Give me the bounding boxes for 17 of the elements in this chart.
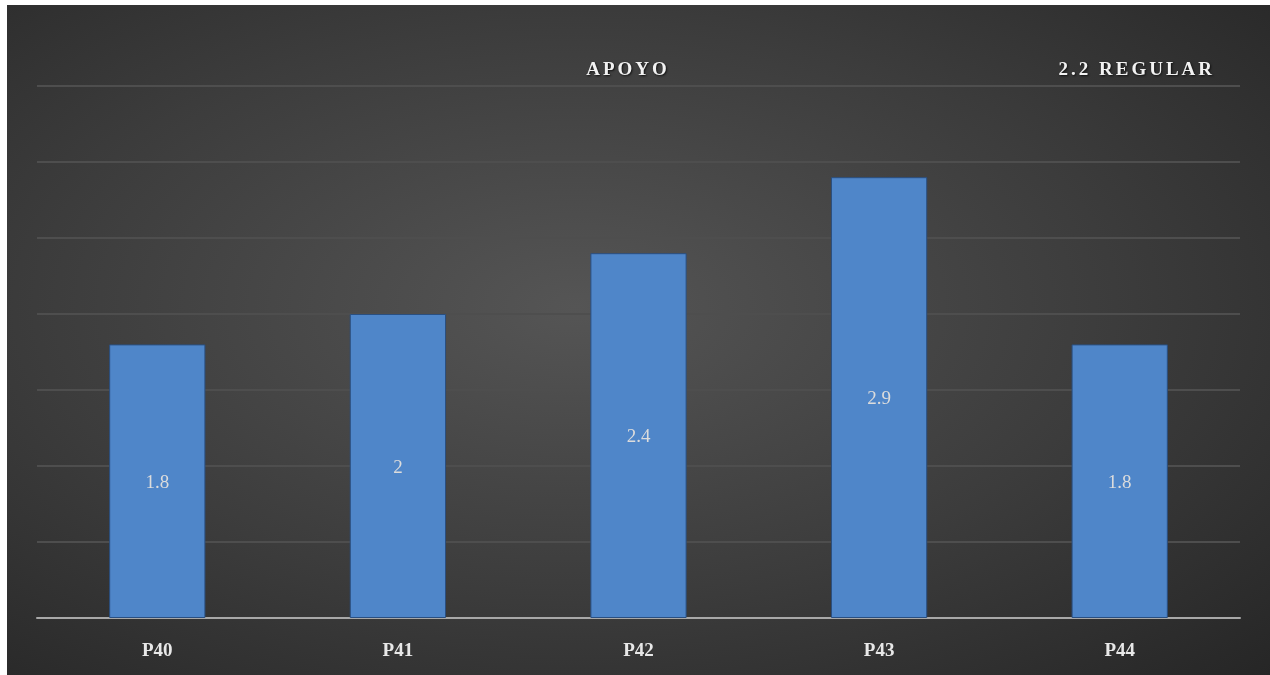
bar: [109, 344, 206, 618]
x-tick-label: P44: [1104, 639, 1136, 660]
data-label: 1.8: [145, 470, 170, 492]
data-label: 2: [393, 455, 403, 477]
bar: [349, 314, 447, 618]
data-label: 2.4: [626, 425, 651, 447]
x-tick-label: P42: [623, 639, 654, 660]
chart-title: APOYO: [585, 58, 671, 80]
x-tick-label: P43: [863, 639, 895, 660]
text: 2.2 REGULAR: [1058, 58, 1215, 80]
data-label: 1.8: [1107, 470, 1132, 492]
bar: [830, 177, 928, 618]
data-label: 2.9: [867, 387, 891, 409]
bar: [590, 253, 687, 618]
bar: [1071, 344, 1168, 618]
x-tick-label: P40: [142, 639, 173, 660]
x-tick-label: P41: [382, 639, 414, 660]
